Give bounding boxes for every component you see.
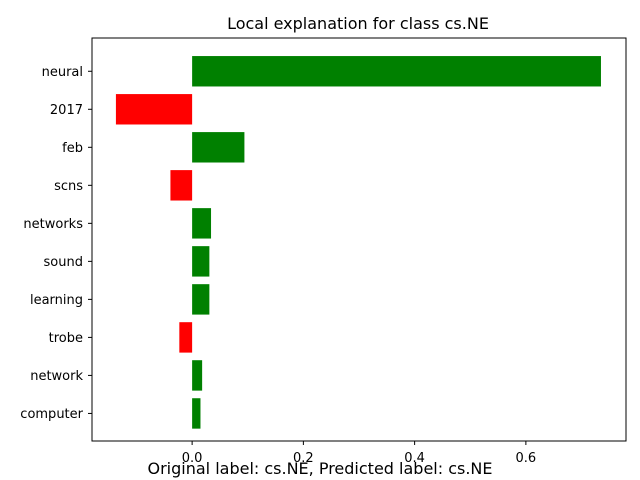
bar-computer — [192, 398, 201, 429]
y-label-feb: feb — [62, 141, 83, 156]
y-label-scns: scns — [54, 179, 83, 194]
y-label-trobe: trobe — [49, 331, 83, 346]
y-label-sound: sound — [44, 255, 83, 270]
y-label-2017: 2017 — [50, 103, 83, 118]
bar-networks — [192, 208, 212, 239]
y-label-networks: networks — [23, 217, 83, 232]
bar-learning — [192, 284, 210, 315]
bar-network — [192, 360, 203, 391]
y-label-computer: computer — [20, 407, 83, 422]
x-ticks: 0.0 0.2 0.4 0.6 — [182, 441, 536, 466]
x-tick-label-3: 0.6 — [516, 451, 537, 466]
bar-feb — [192, 132, 245, 163]
plot-frame — [91, 37, 627, 442]
bar-neural — [192, 56, 601, 87]
y-label-network: network — [30, 369, 83, 384]
y-tick-labels: neural 2017 feb scns networks sound learning tr… — [20, 65, 92, 422]
bars-group — [115, 56, 601, 429]
bar-sound — [192, 246, 210, 277]
chart-title: Local explanation for class cs.NE — [227, 14, 489, 33]
footer-caption: Original label: cs.NE, Predicted label: … — [147, 459, 493, 478]
y-label-neural: neural — [42, 65, 83, 80]
bar-scns — [170, 170, 193, 201]
x-tick-label-2: 0.4 — [404, 451, 425, 466]
y-label-learning: learning — [30, 293, 83, 308]
bar-trobe — [179, 322, 193, 353]
x-tick-label-0: 0.0 — [182, 451, 203, 466]
x-tick-label-1: 0.2 — [293, 451, 314, 466]
bar-2017 — [115, 94, 193, 125]
